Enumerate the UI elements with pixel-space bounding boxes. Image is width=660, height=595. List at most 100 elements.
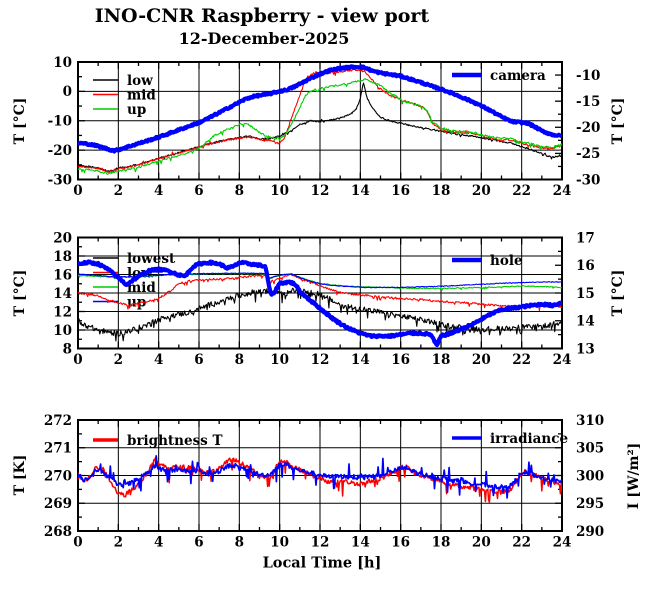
series-lowest-line — [78, 287, 562, 342]
legend-label-irradiance: irradiance — [490, 431, 568, 447]
y-tick-label: 12 — [53, 304, 72, 320]
legend-label-mid: mid — [127, 280, 156, 296]
x-axis-label: Local Time [h] — [262, 554, 382, 572]
y-tick-label: 271 — [44, 441, 72, 457]
x-tick-label: 14 — [351, 183, 370, 199]
y2-tick-label: 16 — [576, 258, 595, 274]
y2-tick-label: 17 — [576, 230, 595, 246]
y-tick-label: 20 — [53, 230, 72, 246]
y-tick-label: 10 — [53, 323, 72, 339]
x-tick-label: 24 — [553, 352, 572, 368]
plot-panel-1: 100-10-20-30-10-15-20-25-300 2 4 6 8 10 12 14 16… — [48, 55, 601, 199]
x-tick-label: 2 — [114, 352, 123, 368]
x-tick-label: 8 — [235, 535, 244, 551]
legend-label-lowest: lowest — [127, 251, 176, 267]
y2-tick-label: 300 — [576, 468, 604, 484]
y2-tick-label: -15 — [576, 94, 600, 110]
y2-tick-label: -30 — [576, 172, 600, 188]
x-tick-label: 18 — [432, 535, 451, 551]
legend-label-up: up — [127, 294, 146, 310]
x-tick-label: 20 — [472, 352, 491, 368]
x-tick-label: 4 — [154, 183, 163, 199]
y2-tick-label: -25 — [576, 146, 600, 162]
x-tick-label: 0 — [73, 352, 82, 368]
y-tick-label: 8 — [63, 341, 72, 357]
plot3-y-axis-label: T [K] — [12, 454, 28, 496]
y-tick-label: 268 — [44, 524, 72, 540]
legend-label-up: up — [127, 102, 146, 118]
x-tick-label: 18 — [432, 352, 451, 368]
y2-tick-label: 13 — [576, 341, 595, 357]
x-tick-label: 2 — [114, 183, 123, 199]
x-tick-label: 22 — [512, 183, 531, 199]
x-tick-label: 24 — [553, 535, 572, 551]
plot1-y-axis-label: T [°C] — [12, 97, 28, 145]
x-tick-label: 16 — [391, 535, 410, 551]
series-up-line — [78, 272, 562, 289]
x-tick-label: 12 — [311, 183, 330, 199]
legend-label-camera: camera — [490, 68, 546, 84]
page-title: INO-CNR Raspberry - view port — [94, 5, 430, 27]
y-tick-label: 16 — [53, 267, 72, 283]
plot2-y-axis-label: T [°C] — [12, 269, 28, 317]
page-subtitle: 12-December-2025 — [178, 29, 350, 48]
legend-label-mid: mid — [127, 87, 156, 103]
x-tick-label: 0 — [73, 535, 82, 551]
x-tick-label: 6 — [194, 535, 203, 551]
plot2-y2-axis-label: T [°C] — [610, 269, 626, 317]
legend-label-hole: hole — [490, 253, 523, 269]
x-tick-label: 18 — [432, 183, 451, 199]
x-tick-label: 24 — [553, 183, 572, 199]
y2-tick-label: -20 — [576, 120, 600, 136]
plot1-y2-axis-label: T [°C] — [610, 97, 626, 145]
y2-tick-label: 310 — [576, 413, 604, 429]
x-tick-label: 4 — [154, 535, 163, 551]
x-tick-label: 6 — [194, 183, 203, 199]
y2-tick-label: 14 — [576, 314, 595, 330]
y-tick-label: 10 — [53, 55, 72, 71]
x-tick-label: 16 — [391, 183, 410, 199]
series-camera-line — [78, 64, 562, 154]
y-tick-label: 272 — [44, 413, 72, 429]
y-tick-label: 0 — [63, 84, 72, 100]
x-tick-label: 20 — [472, 535, 491, 551]
x-tick-label: 12 — [311, 535, 330, 551]
x-tick-label: 10 — [270, 535, 289, 551]
x-tick-label: 14 — [351, 535, 370, 551]
x-tick-label: 22 — [512, 352, 531, 368]
x-tick-label: 10 — [270, 183, 289, 199]
y-tick-label: -10 — [48, 114, 72, 130]
x-tick-label: 16 — [391, 352, 410, 368]
x-tick-label: 8 — [235, 352, 244, 368]
plot3-y2-axis-label: I [W/m²] — [626, 442, 642, 510]
x-tick-label: 8 — [235, 183, 244, 199]
legend-label-brightnessT: brightness T — [127, 433, 223, 449]
x-tick-label: 20 — [472, 183, 491, 199]
y-tick-label: 269 — [44, 496, 72, 512]
legend-label-low: low — [127, 73, 153, 89]
x-tick-label: 10 — [270, 352, 289, 368]
x-tick-label: 12 — [311, 352, 330, 368]
y2-tick-label: 15 — [576, 286, 595, 302]
x-tick-label: 4 — [154, 352, 163, 368]
y2-tick-label: 290 — [576, 524, 604, 540]
x-tick-label: 2 — [114, 535, 123, 551]
series-low-line — [78, 273, 562, 312]
y-tick-label: -20 — [48, 143, 72, 159]
x-tick-label: 6 — [194, 352, 203, 368]
y-tick-label: 270 — [44, 468, 72, 484]
y-tick-label: 18 — [53, 249, 72, 265]
series-hole-line — [78, 259, 562, 348]
x-tick-label: 14 — [351, 352, 370, 368]
y-tick-label: -30 — [48, 172, 72, 188]
x-tick-label: 22 — [512, 535, 531, 551]
y2-tick-label: -10 — [576, 68, 600, 84]
y-tick-label: 14 — [53, 286, 72, 302]
series-irradiance-line — [78, 455, 562, 499]
x-tick-label: 0 — [73, 183, 82, 199]
plot-frame — [77, 61, 563, 181]
